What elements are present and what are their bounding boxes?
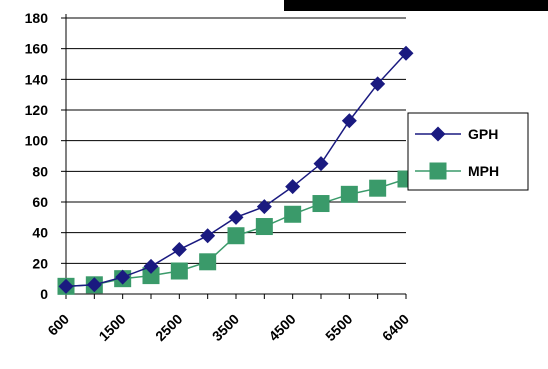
data-point-gph <box>58 278 74 294</box>
data-point-mph <box>284 205 302 223</box>
data-point-gph <box>285 179 301 195</box>
data-point-mph <box>227 227 245 245</box>
data-point-mph <box>340 185 358 203</box>
x-tick-labels: 600 1500 2500 3500 4500 5500 6400 <box>44 311 412 344</box>
data-point-gph <box>398 45 414 61</box>
y-tick-label: 60 <box>32 194 48 210</box>
data-point-gph <box>171 242 187 258</box>
data-point-gph <box>115 269 131 285</box>
data-point-gph <box>228 209 244 225</box>
series-line-gph <box>65 52 407 288</box>
data-point-gph <box>143 258 159 274</box>
x-tick-label: 3500 <box>209 311 242 344</box>
series <box>57 45 415 295</box>
data-point-mph <box>255 218 273 236</box>
legend-marker-gph <box>430 126 446 142</box>
grid-lines <box>66 17 406 264</box>
x-tick-label: 2500 <box>152 311 185 344</box>
data-point-gph <box>341 113 357 129</box>
x-tick-label: 4500 <box>265 311 298 344</box>
data-point-mph <box>199 253 217 271</box>
data-point-mph <box>170 262 188 280</box>
y-tick-label: 40 <box>32 225 48 241</box>
y-tick-label: 0 <box>40 286 48 302</box>
y-tick-label: 20 <box>32 255 48 271</box>
y-tick-label: 120 <box>25 102 49 118</box>
y-tick-label: 180 <box>25 10 49 26</box>
y-tick-label: 160 <box>25 41 49 57</box>
legend-label-mph: MPH <box>468 163 499 179</box>
legend-box <box>407 112 529 191</box>
data-point-mph <box>142 267 160 285</box>
y-tick-label: 140 <box>25 71 49 87</box>
legend: GPH MPH <box>407 112 529 191</box>
data-point-gph <box>256 199 272 215</box>
legend-marker-mph <box>429 162 447 180</box>
y-tick-label: 100 <box>25 133 49 149</box>
axes <box>61 14 407 299</box>
data-point-gph <box>200 228 216 244</box>
data-point-mph <box>312 195 330 213</box>
y-tick-labels: 0 20 40 60 80 100 120 140 160 180 <box>25 10 49 302</box>
title-bar-decoration <box>284 0 548 11</box>
x-tick-label: 6400 <box>379 311 412 344</box>
data-point-mph <box>369 179 387 197</box>
data-point-gph <box>370 76 386 92</box>
series-gph <box>58 45 414 294</box>
x-tick-label: 1500 <box>95 311 128 344</box>
data-point-gph <box>86 277 102 293</box>
legend-label-gph: GPH <box>468 126 498 142</box>
y-tick-label: 80 <box>32 163 48 179</box>
x-tick-label: 600 <box>44 311 72 339</box>
data-point-gph <box>313 156 329 172</box>
x-tick-label: 5500 <box>322 311 355 344</box>
